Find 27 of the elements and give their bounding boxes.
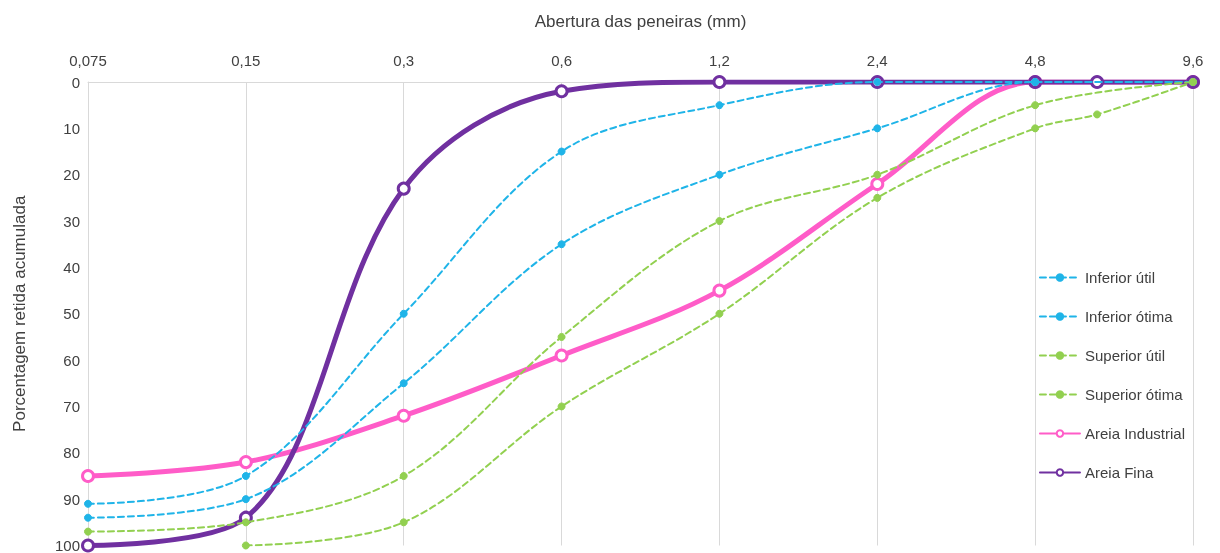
x-tick-label: 9,6	[1182, 52, 1204, 69]
x-axis-title: Abertura das peneiras (mm)	[534, 12, 747, 31]
legend-label: Superior ótima	[1084, 386, 1184, 403]
y-tick-label: 80	[63, 444, 80, 462]
x-tick-label: 4,8	[1024, 52, 1046, 69]
y-tick-label: 30	[63, 212, 80, 230]
y-tick-label: 100	[54, 537, 80, 553]
y-tick-label: 70	[63, 397, 80, 415]
x-tick-label: 0,6	[551, 52, 572, 69]
y-tick-label: 60	[63, 351, 80, 369]
y-tick-label: 40	[63, 258, 80, 276]
legend-label: Inferior ótima	[1084, 308, 1174, 325]
legend-label: Inferior útil	[1084, 269, 1155, 286]
legend-label: Superior útil	[1084, 347, 1165, 364]
y-tick-label: 10	[63, 119, 80, 137]
x-tick-label: 1,2	[709, 52, 730, 69]
x-tick-label: 0,075	[69, 52, 107, 69]
x-tick-label: 2,4	[866, 52, 888, 69]
y-tick-label: 90	[63, 490, 80, 508]
legend-label: Areia Fina	[1084, 464, 1154, 481]
y-tick-label: 0	[71, 73, 80, 91]
legend-label: Areia Industrial	[1084, 425, 1186, 442]
x-tick-label: 0,3	[393, 52, 415, 69]
y-axis-title: Porcentagem retida acumulada	[10, 195, 29, 432]
y-tick-label: 20	[63, 166, 80, 184]
x-tick-label: 0,15	[231, 52, 261, 69]
y-tick-label: 50	[63, 305, 80, 323]
